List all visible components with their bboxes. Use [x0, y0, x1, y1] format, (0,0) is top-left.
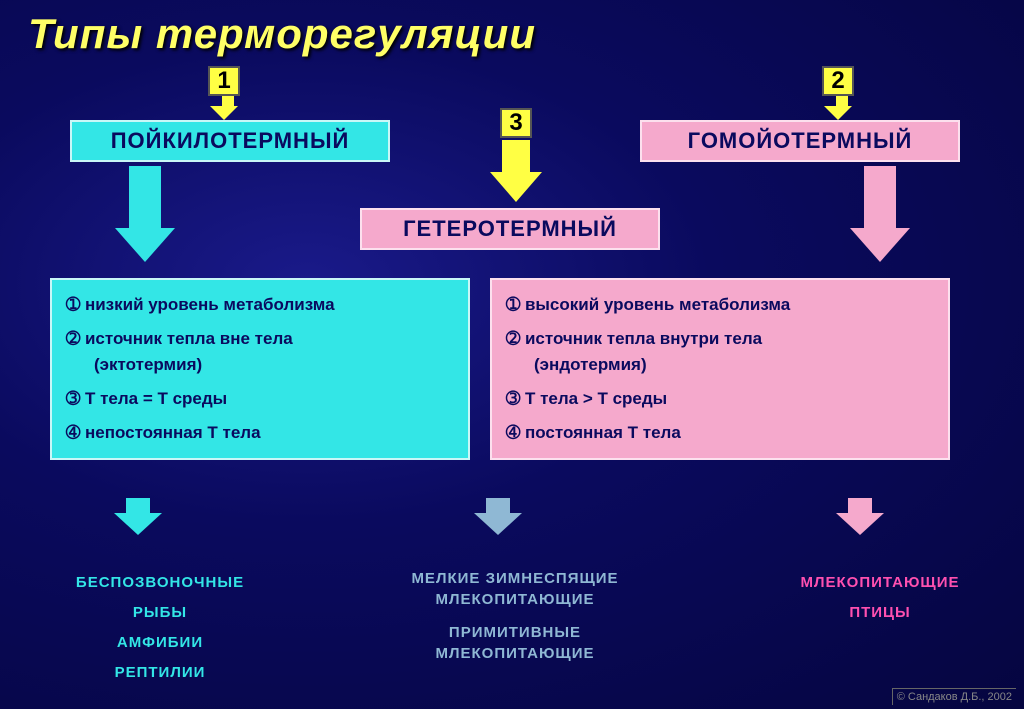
arrow-down-icon [832, 96, 852, 120]
detail-right-item: ➁ источник тепла внутри тела [506, 328, 936, 350]
detail-left-item: ➃ непостоянная Т тела [66, 422, 456, 444]
category-left: ПОЙКИЛОТЕРМНЫЙ [70, 120, 390, 162]
examples-right: МЛЕКОПИТАЮЩИЕ ПТИЦЫ [780, 568, 980, 628]
arrow-down-icon [218, 96, 238, 120]
detail-right-item: ➃ постоянная Т тела [506, 422, 936, 444]
badge-2: 2 [822, 66, 854, 96]
credit-text: © Сандаков Д.Б., 2002 [892, 688, 1016, 705]
badge-1: 1 [208, 66, 240, 96]
detail-right-item: ➀ высокий уровень метаболизма [506, 294, 936, 316]
badge-3: 3 [500, 108, 532, 138]
detail-right-item: ➂ Т тела > Т среды [506, 388, 936, 410]
list-item: ПРИМИТИВНЫЕ [370, 622, 660, 643]
list-item: МЛЕКОПИТАЮЩИЕ [370, 589, 660, 610]
category-right: ГОМОЙОТЕРМНЫЙ [640, 120, 960, 162]
detail-right: ➀ высокий уровень метаболизма ➁ источник… [490, 278, 950, 460]
list-item: ПТИЦЫ [780, 598, 980, 628]
list-item: РЫБЫ [60, 598, 260, 628]
detail-left-item: ➀ низкий уровень метаболизма [66, 294, 456, 316]
detail-left-item: (эктотермия) [94, 354, 456, 376]
examples-left: БЕСПОЗВОНОЧНЫЕ РЫБЫ АМФИБИИ РЕПТИЛИИ [60, 568, 260, 688]
detail-left-item: ➂ Т тела = Т среды [66, 388, 456, 410]
slide-title: Типы терморегуляции [28, 10, 536, 58]
list-item: МЕЛКИЕ ЗИМНЕСПЯЩИЕ [370, 568, 660, 589]
detail-right-item: (эндотермия) [534, 354, 936, 376]
list-item: БЕСПОЗВОНОЧНЫЕ [60, 568, 260, 598]
list-item: АМФИБИИ [60, 628, 260, 658]
list-item: МЛЕКОПИТАЮЩИЕ [370, 643, 660, 664]
category-center: ГЕТЕРОТЕРМНЫЙ [360, 208, 660, 250]
examples-center: МЕЛКИЕ ЗИМНЕСПЯЩИЕ МЛЕКОПИТАЮЩИЕ ПРИМИТИ… [370, 568, 660, 664]
list-item: МЛЕКОПИТАЮЩИЕ [780, 568, 980, 598]
detail-left-item: ➁ источник тепла вне тела [66, 328, 456, 350]
list-item: РЕПТИЛИИ [60, 658, 260, 688]
detail-left: ➀ низкий уровень метаболизма ➁ источник … [50, 278, 470, 460]
